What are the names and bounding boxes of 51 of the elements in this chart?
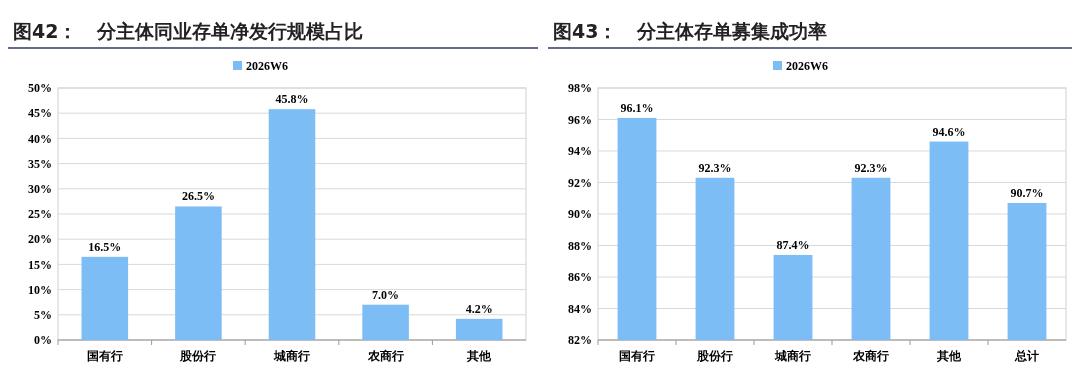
chart-title: 图43： 分主体存单募集成功率 (553, 20, 828, 42)
data-label: 96.1% (620, 100, 654, 115)
x-tick-label: 城商行 (273, 349, 310, 363)
y-tick-label: 35% (28, 156, 52, 171)
y-tick-label: 92% (568, 175, 592, 190)
x-tick-label: 股份行 (179, 349, 217, 363)
data-label: 92.3% (698, 160, 732, 175)
legend-label: 2026W6 (246, 59, 288, 74)
y-tick-label: 10% (28, 282, 52, 297)
chart-title: 图42： 分主体同业存单净发行规模占比 (13, 20, 364, 42)
bar (81, 256, 129, 340)
y-tick-label: 86% (568, 270, 592, 285)
bar (268, 109, 316, 340)
x-tick-label: 国有行 (86, 349, 123, 363)
y-tick-label: 88% (568, 238, 592, 253)
data-label: 16.5% (88, 239, 122, 254)
x-tick-label: 国有行 (619, 349, 655, 363)
y-tick-label: 40% (28, 131, 52, 146)
y-tick-label: 50% (28, 81, 52, 96)
data-label: 7.0% (372, 287, 400, 302)
y-tick-label: 20% (28, 232, 52, 247)
legend-label: 2026W6 (786, 59, 828, 74)
x-tick-label: 城商行 (774, 349, 811, 363)
y-tick-label: 5% (34, 308, 52, 322)
x-tick-label: 股份行 (696, 349, 733, 363)
y-tick-label: 98% (568, 81, 592, 96)
y-tick-label: 25% (28, 207, 52, 222)
y-tick-label: 30% (28, 182, 52, 196)
x-tick-label: 其他 (936, 349, 962, 363)
x-tick-label: 农商行 (852, 349, 889, 363)
data-label: 87.4% (776, 237, 810, 252)
y-tick-label: 84% (568, 301, 592, 316)
bar (175, 206, 222, 340)
data-label: 90.7% (1010, 185, 1044, 200)
data-label: 26.5% (181, 189, 215, 204)
data-label: 4.2% (465, 301, 493, 316)
x-tick-label: 农商行 (366, 349, 404, 363)
y-tick-label: 0% (34, 333, 52, 348)
data-label: 92.3% (854, 160, 888, 175)
y-tick-label: 45% (28, 106, 52, 121)
data-label: 45.8% (275, 92, 309, 107)
y-tick-label: 96% (568, 112, 592, 127)
y-tick-label: 90% (568, 207, 592, 222)
bar (455, 318, 503, 340)
y-tick-label: 82% (568, 333, 592, 348)
data-label: 94.6% (932, 124, 966, 139)
y-tick-label: 94% (568, 144, 592, 159)
y-tick-label: 15% (28, 257, 52, 272)
bar (362, 304, 409, 340)
x-tick-label: 总计 (1014, 349, 1039, 363)
x-tick-label: 其他 (466, 349, 493, 363)
